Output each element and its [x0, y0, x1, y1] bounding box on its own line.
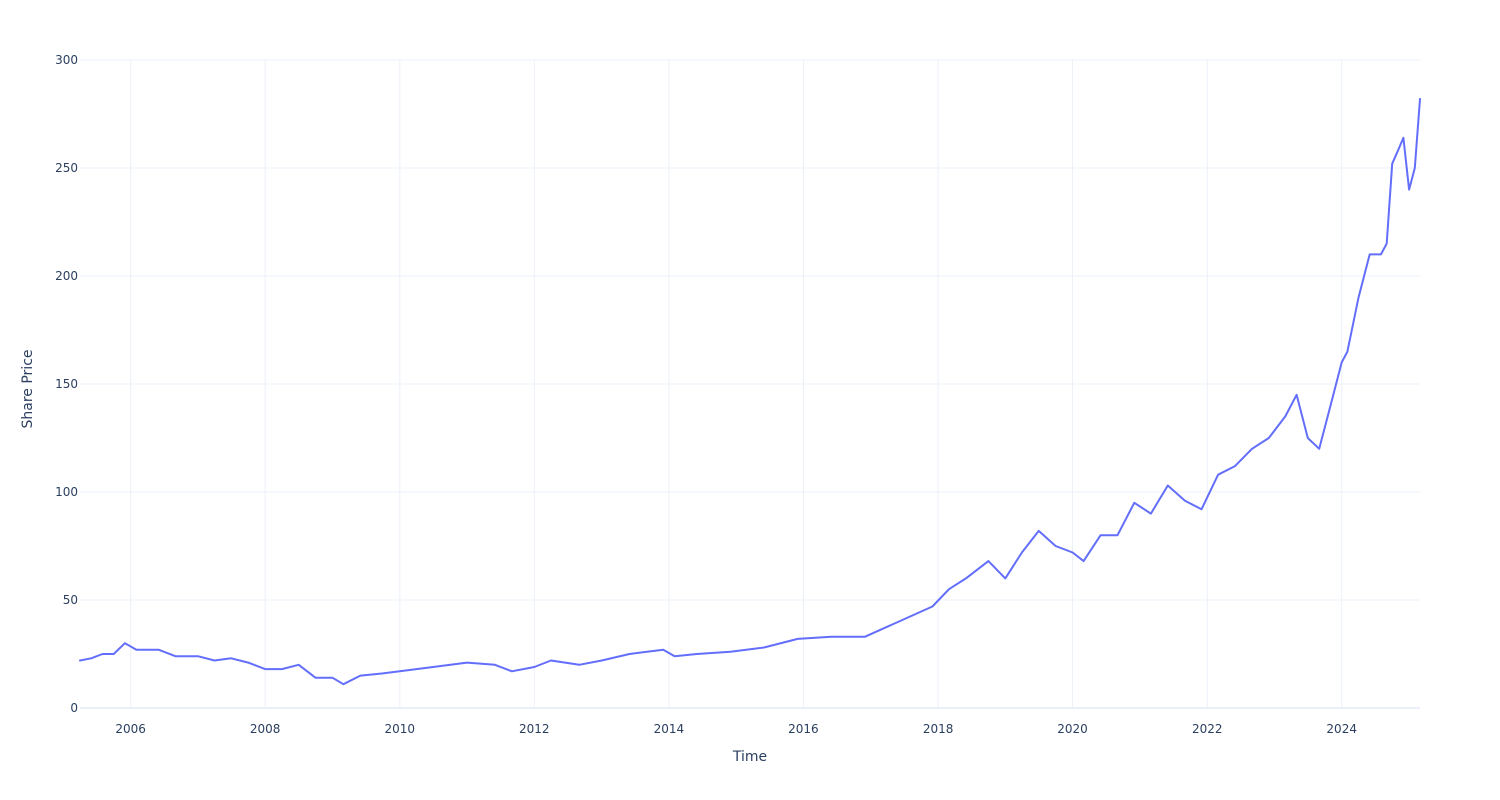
x-tick-label: 2022 — [1192, 722, 1223, 736]
x-tick-label: 2008 — [250, 722, 281, 736]
x-tick-label: 2016 — [788, 722, 819, 736]
y-tick-label: 0 — [70, 701, 78, 715]
x-axis-title: Time — [732, 749, 767, 765]
y-axis-title: Share Price — [20, 349, 36, 428]
x-tick-label: 2010 — [385, 722, 416, 736]
y-tick-label: 50 — [63, 593, 78, 607]
y-tick-label: 100 — [55, 485, 78, 499]
y-tick-label: 250 — [55, 161, 78, 175]
series-line-0 — [79, 97, 1421, 686]
x-tick-label: 2018 — [923, 722, 954, 736]
y-tick-label: 150 — [55, 377, 78, 391]
x-tick-label: 2012 — [519, 722, 550, 736]
y-tick-label: 300 — [55, 53, 78, 67]
plot-area — [79, 97, 1421, 686]
y-axis-ticks: 0 50 100 150 200 250 300 — [55, 53, 78, 715]
y-gridlines — [80, 59, 1420, 709]
y-tick-label: 200 — [55, 269, 78, 283]
x-axis-ticks: 2006 2008 2010 2012 2014 2016 2018 2020 2022 2024 — [115, 722, 1357, 736]
x-tick-label: 2006 — [115, 722, 146, 736]
x-tick-label: 2020 — [1057, 722, 1088, 736]
x-tick-label: 2024 — [1326, 722, 1357, 736]
x-tick-label: 2014 — [654, 722, 685, 736]
